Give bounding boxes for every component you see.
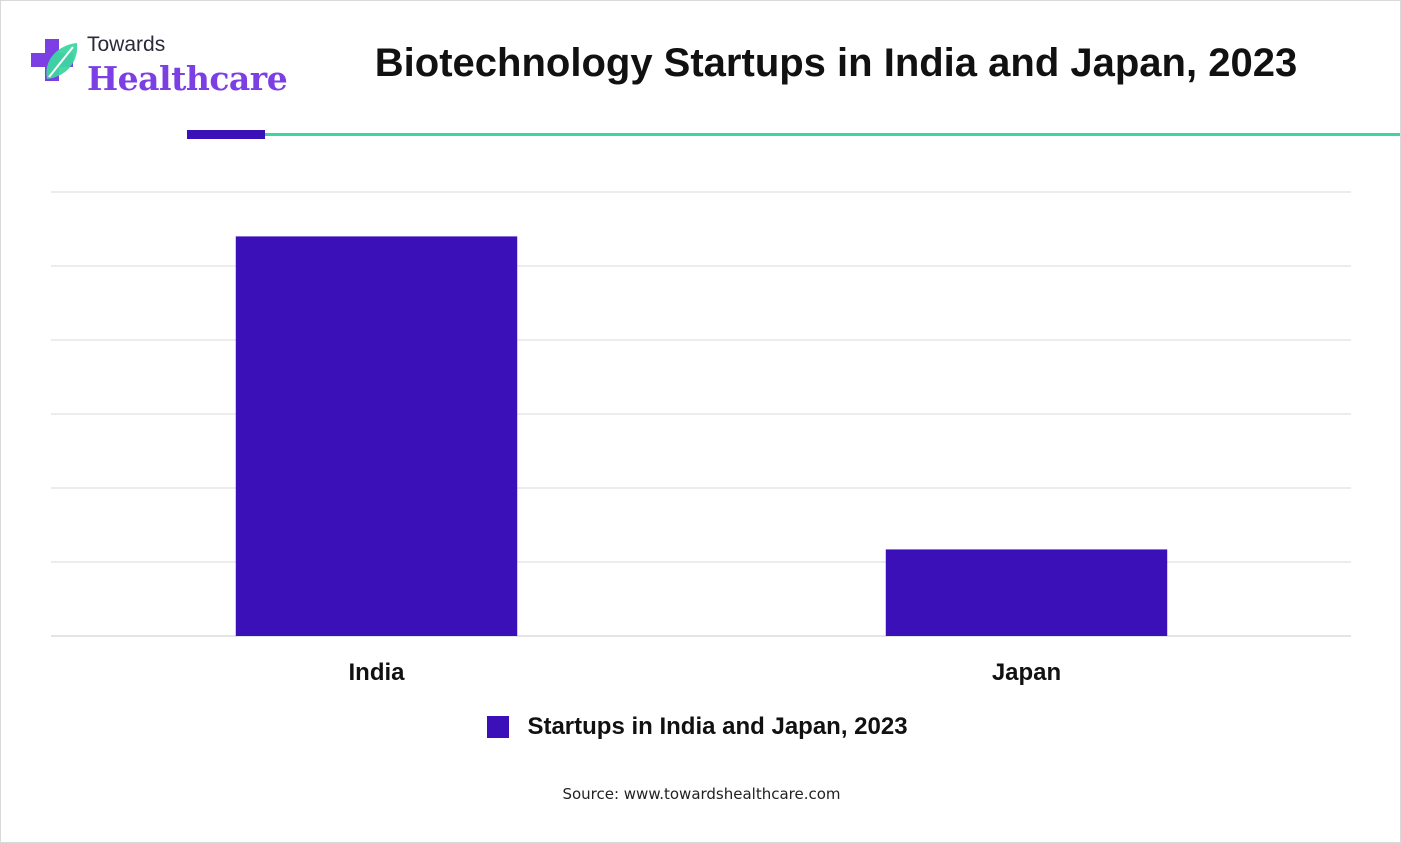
legend: Startups in India and Japan, 2023: [487, 713, 908, 743]
logo-bottom-text: Healthcare: [87, 59, 288, 98]
bar-japan: [885, 549, 1168, 636]
source-note: Source: www.towardshealthcare.com: [562, 785, 841, 803]
logo-top-text: Towards: [87, 33, 166, 56]
title-rule-line: [265, 133, 1400, 136]
bar-india: [235, 236, 518, 636]
legend-swatch: [487, 716, 509, 738]
brand-logo: Towards Healthcare: [27, 31, 288, 101]
x-axis-labels: India Japan: [348, 659, 1061, 686]
x-tick-label-japan: Japan: [992, 659, 1061, 686]
bars: [235, 236, 1168, 636]
title-rule-accent: [187, 130, 265, 139]
medical-cross-leaf-icon: [31, 39, 78, 81]
chart-title: Biotechnology Startups in India and Japa…: [374, 41, 1298, 85]
legend-label: Startups in India and Japan, 2023: [527, 713, 908, 740]
x-tick-label-india: India: [348, 659, 405, 686]
chart-plot: India Japan: [51, 191, 1351, 686]
